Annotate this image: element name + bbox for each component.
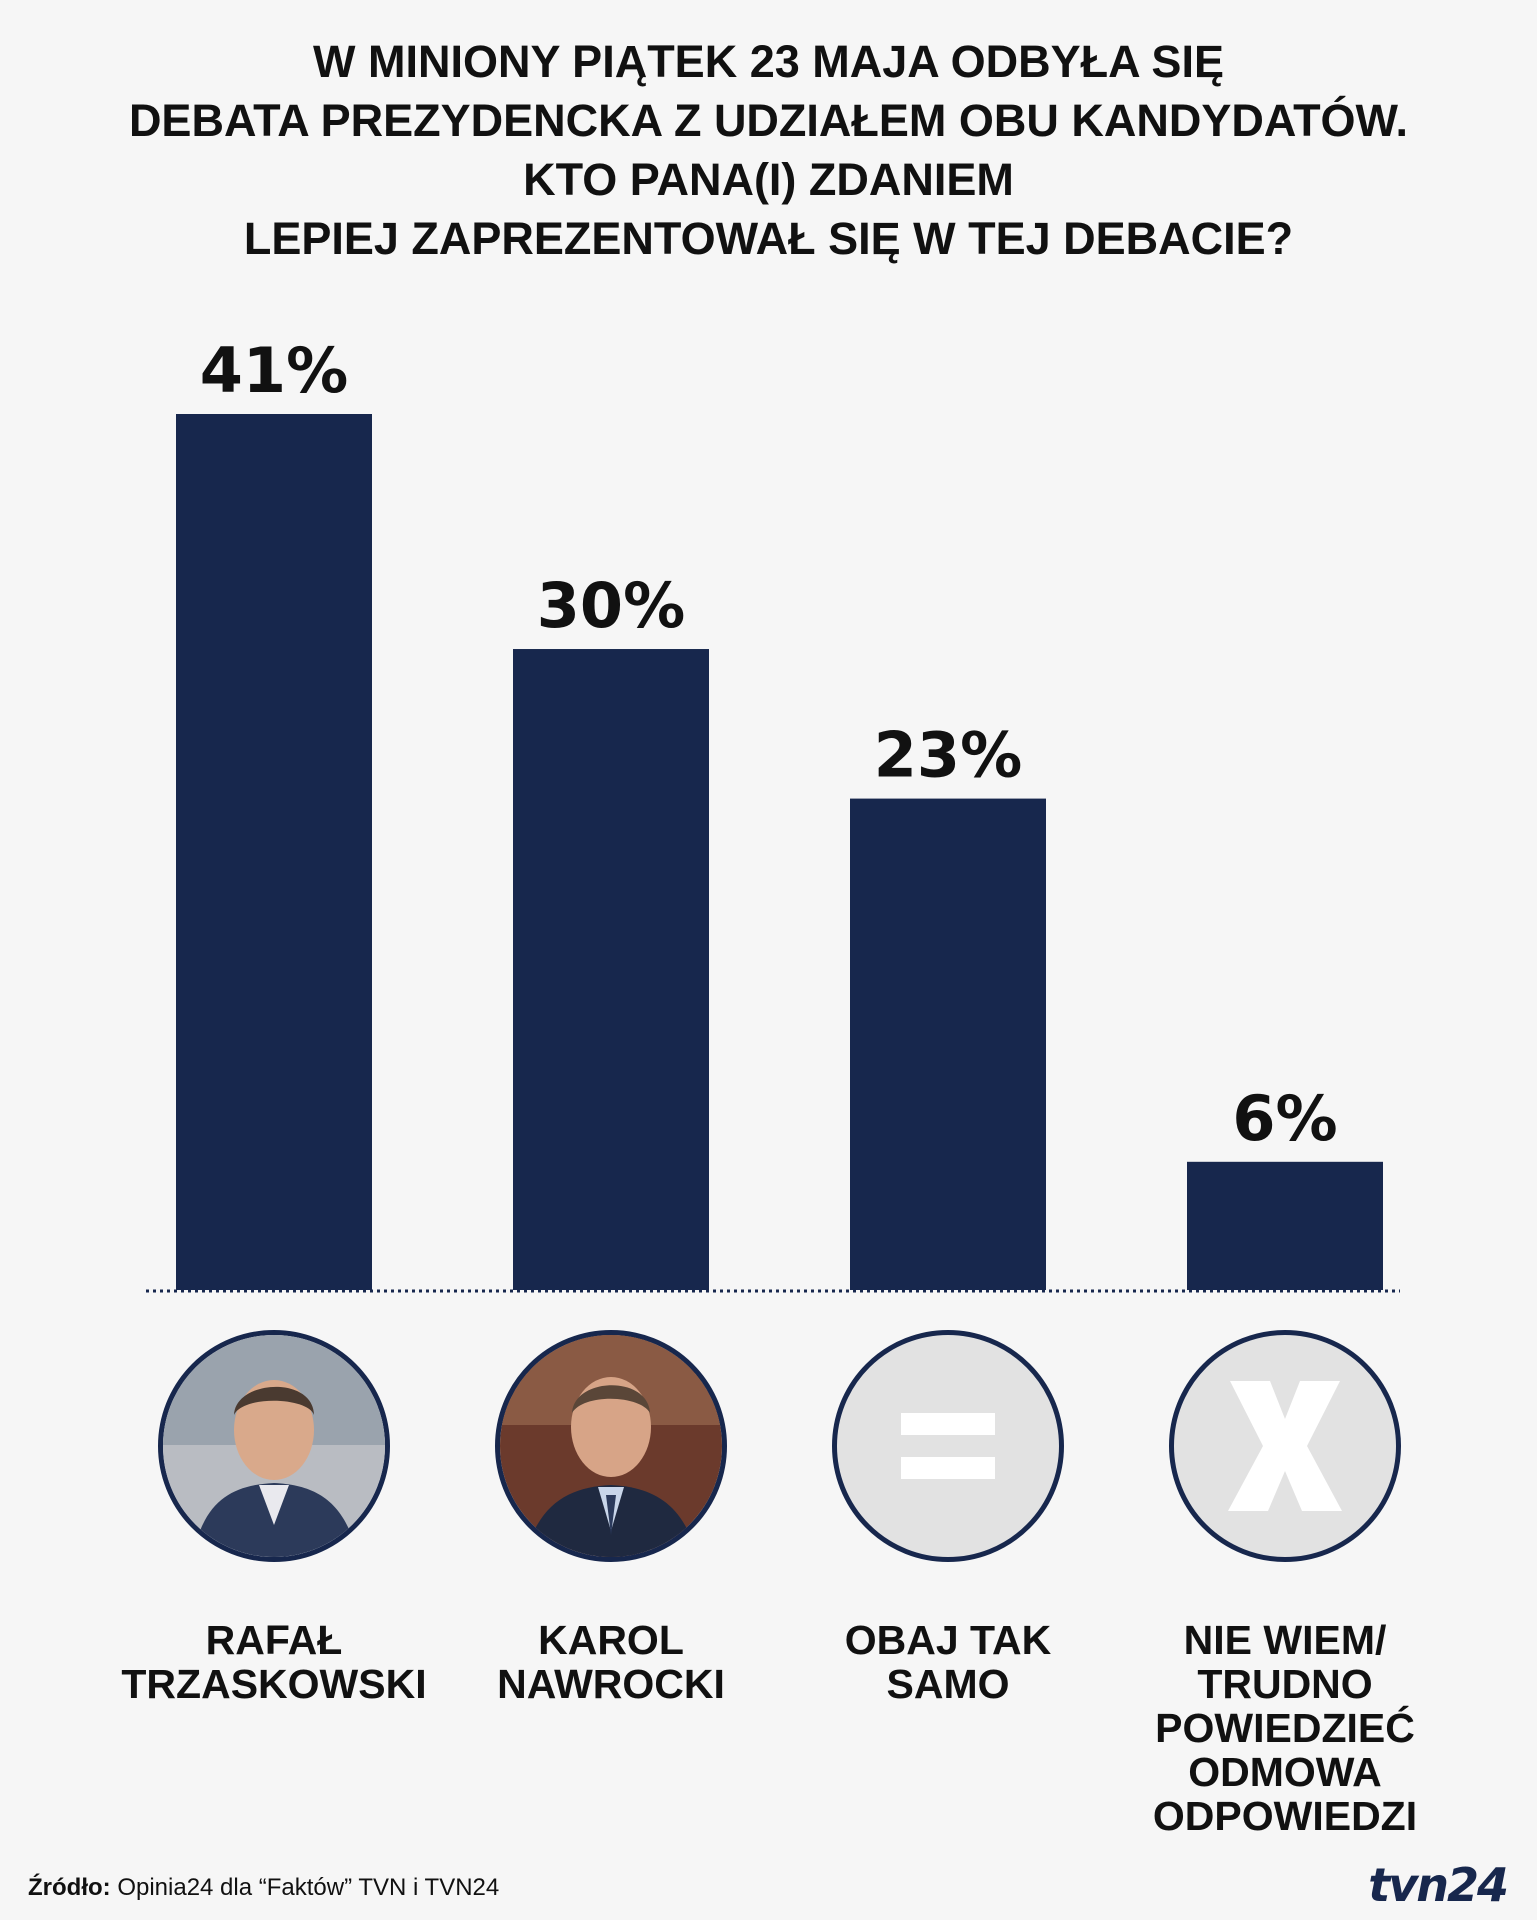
title-line-2: DEBATA PREZYDENCKA Z UDZIAŁEM OBU KANDYD… xyxy=(128,95,1409,146)
category-obaj-tak-samo: OBAJ TAK SAMO xyxy=(788,1330,1108,1706)
bar-2 xyxy=(513,649,709,1290)
source-note: Źródło: Opinia24 dla “Faktów” TVN i TVN2… xyxy=(28,1874,499,1902)
title-line-3: KTO PANA(I) ZDANIEM xyxy=(523,154,1014,205)
value-label-3: 23% xyxy=(874,719,1022,792)
x-icon xyxy=(1169,1330,1401,1562)
category-nie-wiem: NIE WIEM/ TRUDNO POWIEDZIEĆ ODMOWA ODPOW… xyxy=(1125,1330,1445,1838)
tvn24-logo: tvn24 xyxy=(1368,1858,1509,1912)
title-line-4: LEPIEJ ZAPREZENTOWAŁ SIĘ W TEJ DEBACIE? xyxy=(243,213,1294,264)
category-nawrocki: KAROL NAWROCKI xyxy=(451,1330,771,1706)
bar-3 xyxy=(850,798,1046,1290)
category-trzaskowski: RAFAŁ TRZASKOWSKI xyxy=(114,1330,434,1706)
person-photo-nawrocki-icon xyxy=(495,1330,727,1562)
chart-title: W MINIONY PIĄTEK 23 MAJA ODBYŁA SIĘ DEBA… xyxy=(0,32,1537,268)
value-label-4: 6% xyxy=(1232,1082,1337,1155)
category-label-nie-wiem: NIE WIEM/ TRUDNO POWIEDZIEĆ ODMOWA ODPOW… xyxy=(1152,1617,1418,1839)
title-line-1: W MINIONY PIĄTEK 23 MAJA ODBYŁA SIĘ xyxy=(313,36,1224,87)
source-label: Źródło: xyxy=(28,1874,111,1901)
bar-1 xyxy=(176,414,372,1290)
category-label-nawrocki: KAROL NAWROCKI xyxy=(497,1617,725,1707)
bar-4 xyxy=(1187,1161,1383,1290)
category-label-obaj-tak-samo: OBAJ TAK SAMO xyxy=(844,1617,1052,1707)
category-label-trzaskowski: RAFAŁ TRZASKOWSKI xyxy=(121,1617,427,1707)
value-label-1: 41% xyxy=(200,334,348,407)
person-photo-trzaskowski-icon xyxy=(158,1330,390,1562)
value-label-2: 30% xyxy=(537,569,685,642)
source-text: Opinia24 dla “Faktów” TVN i TVN24 xyxy=(117,1874,500,1901)
equals-icon xyxy=(832,1330,1064,1562)
